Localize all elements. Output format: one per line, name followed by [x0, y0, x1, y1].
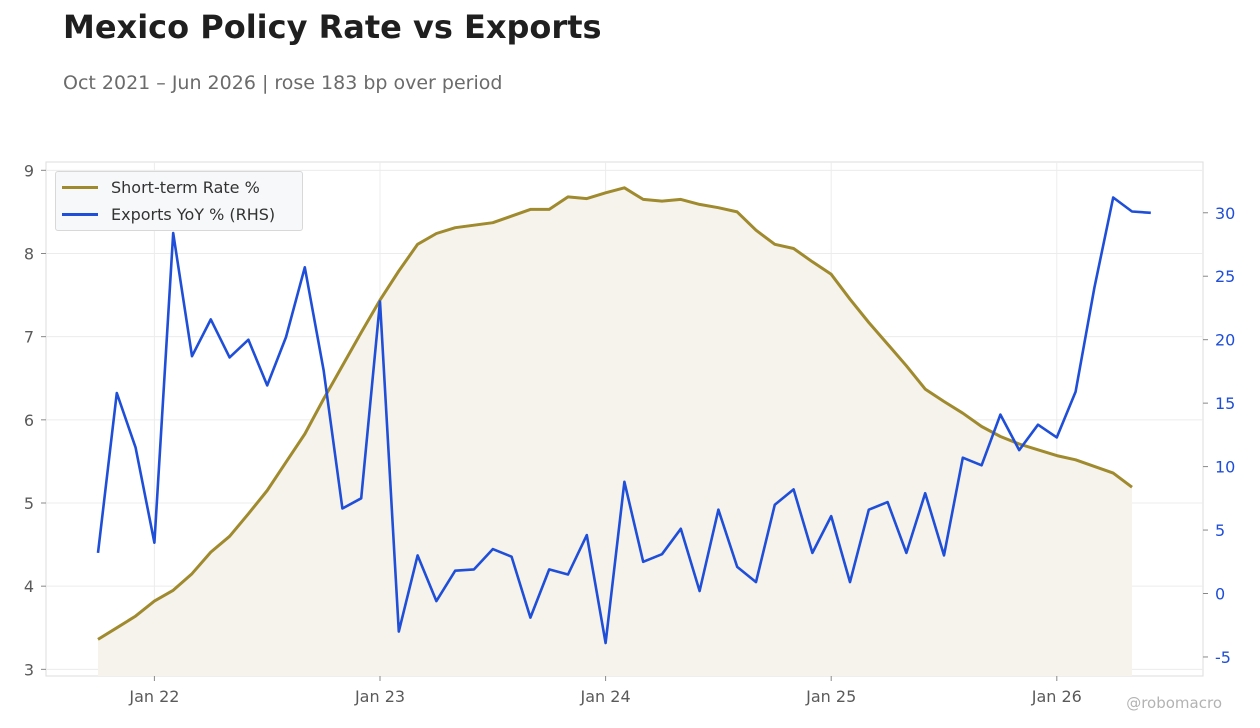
rate-line — [97, 186, 1133, 641]
y-right-tick-label: 30 — [1215, 204, 1235, 223]
y-left-tick-label: 7 — [24, 328, 34, 347]
x-tick-label: Jan 23 — [354, 687, 405, 706]
legend-label-exports: Exports YoY % (RHS) — [111, 204, 276, 224]
y-left-tick-label: 8 — [24, 244, 34, 263]
rate-area — [98, 187, 1132, 677]
y-right-tick-label: 10 — [1215, 458, 1235, 477]
y-left-tick-label: 5 — [24, 494, 34, 513]
legend-swatch-exports — [62, 212, 98, 216]
legend-item-rate: Short-term Rate % — [62, 176, 260, 198]
y-right-tick-label: 15 — [1215, 394, 1235, 413]
chart-title: Mexico Policy Rate vs Exports — [63, 8, 602, 46]
y-left-tick-label: 9 — [24, 161, 34, 180]
watermark: @robomacro — [1126, 694, 1222, 712]
y-right-tick-label: 5 — [1215, 521, 1225, 540]
y-left-tick-label: 6 — [24, 411, 34, 430]
x-tick-label: Jan 22 — [128, 687, 179, 706]
chart-subtitle: Oct 2021 – Jun 2026 | rose 183 bp over p… — [63, 72, 503, 94]
y-right-tick-label: 20 — [1215, 331, 1235, 350]
y-left-tick-label: 3 — [24, 660, 34, 679]
y-right-tick-label: 0 — [1215, 585, 1225, 604]
legend-swatch-rate — [62, 185, 98, 189]
x-tick-label: Jan 26 — [1031, 687, 1082, 706]
y-right-tick-label: 25 — [1215, 267, 1235, 286]
x-tick-label: Jan 25 — [805, 687, 856, 706]
y-right-tick-label: -5 — [1215, 648, 1231, 667]
legend-item-exports: Exports YoY % (RHS) — [62, 203, 275, 225]
legend: Short-term Rate % Exports YoY % (RHS) — [55, 171, 303, 231]
y-left-tick-label: 4 — [24, 577, 34, 596]
x-tick-label: Jan 24 — [580, 687, 631, 706]
legend-label-rate: Short-term Rate % — [111, 177, 260, 197]
